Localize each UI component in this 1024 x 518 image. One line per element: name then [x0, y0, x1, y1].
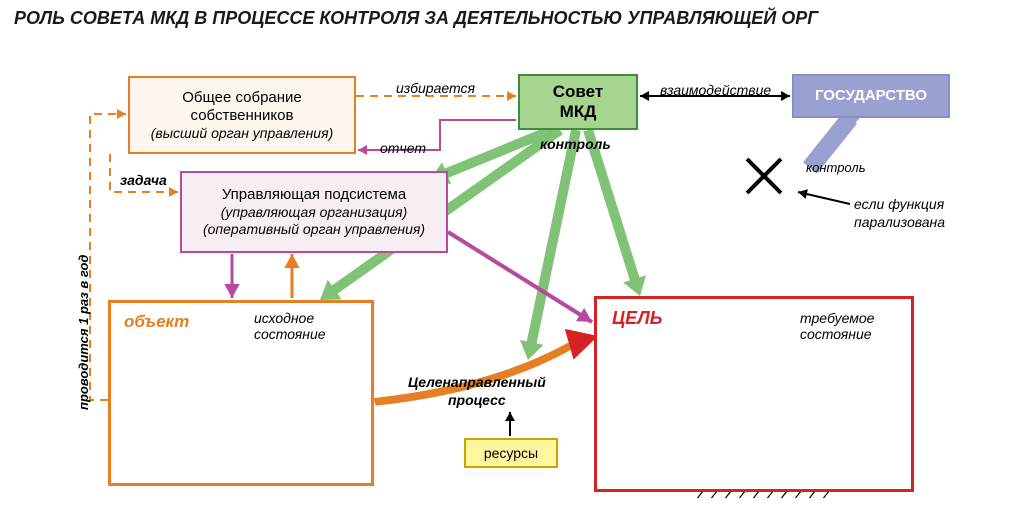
box-council-line-1: МКД — [560, 102, 597, 122]
label-iskh2: состояние — [254, 326, 326, 342]
label-treb2: состояние — [800, 326, 872, 342]
label-esli2: парализована — [854, 214, 945, 230]
box-assembly-line-1: собственников — [191, 107, 294, 125]
label-zadacha: задача — [120, 172, 167, 188]
label-tsel1: Целенаправленный — [408, 374, 546, 390]
council-to-process — [516, 128, 587, 363]
subsystem-to-goal — [448, 232, 592, 322]
box-assembly-line-2: (высший орган управления) — [151, 125, 334, 142]
box-council-line-0: Совет — [553, 82, 603, 102]
box-council: СоветМКД — [518, 74, 638, 130]
box-assembly-line-0: Общее собрание — [182, 89, 302, 107]
box-subsystem-line-2: (оперативный орган управления) — [203, 221, 425, 238]
label-goal_title: ЦЕЛЬ — [612, 308, 662, 329]
box-state-line-0: ГОСУДАРСТВО — [815, 87, 927, 105]
box-assembly: Общее собраниесобственников(высший орган… — [128, 76, 356, 154]
page-title: РОЛЬ СОВЕТА МКД В ПРОЦЕССЕ КОНТРОЛЯ ЗА Д… — [14, 8, 818, 29]
box-subsystem: Управляющая подсистема(управляющая орган… — [180, 171, 448, 253]
box-resources: ресурсы — [464, 438, 558, 468]
label-esli1: если функция — [854, 196, 944, 212]
label-otchet: отчет — [380, 140, 426, 156]
label-iskh1: исходное — [254, 310, 314, 326]
box-subsystem-line-1: (управляющая организация) — [221, 204, 408, 221]
label-vzaim: взаимодействие — [660, 82, 771, 98]
label-kontrol1: контроль — [540, 136, 611, 152]
label-object_title: объект — [124, 312, 189, 332]
label-provoditsa: проводится 1 раз в год — [76, 255, 91, 410]
box-resources-line-0: ресурсы — [484, 445, 538, 462]
label-tsel2: процесс — [448, 392, 506, 408]
label-treb1: требуемое — [800, 310, 874, 326]
label-kontrol2: контроль — [806, 160, 866, 175]
diagram-stage: РОЛЬ СОВЕТА МКД В ПРОЦЕССЕ КОНТРОЛЯ ЗА Д… — [0, 0, 1024, 518]
label-izbiraetsa: избирается — [396, 80, 475, 96]
box-state: ГОСУДАРСТВО — [792, 74, 950, 118]
council-to-goal — [577, 126, 652, 299]
box-subsystem-line-0: Управляющая подсистема — [222, 186, 406, 204]
